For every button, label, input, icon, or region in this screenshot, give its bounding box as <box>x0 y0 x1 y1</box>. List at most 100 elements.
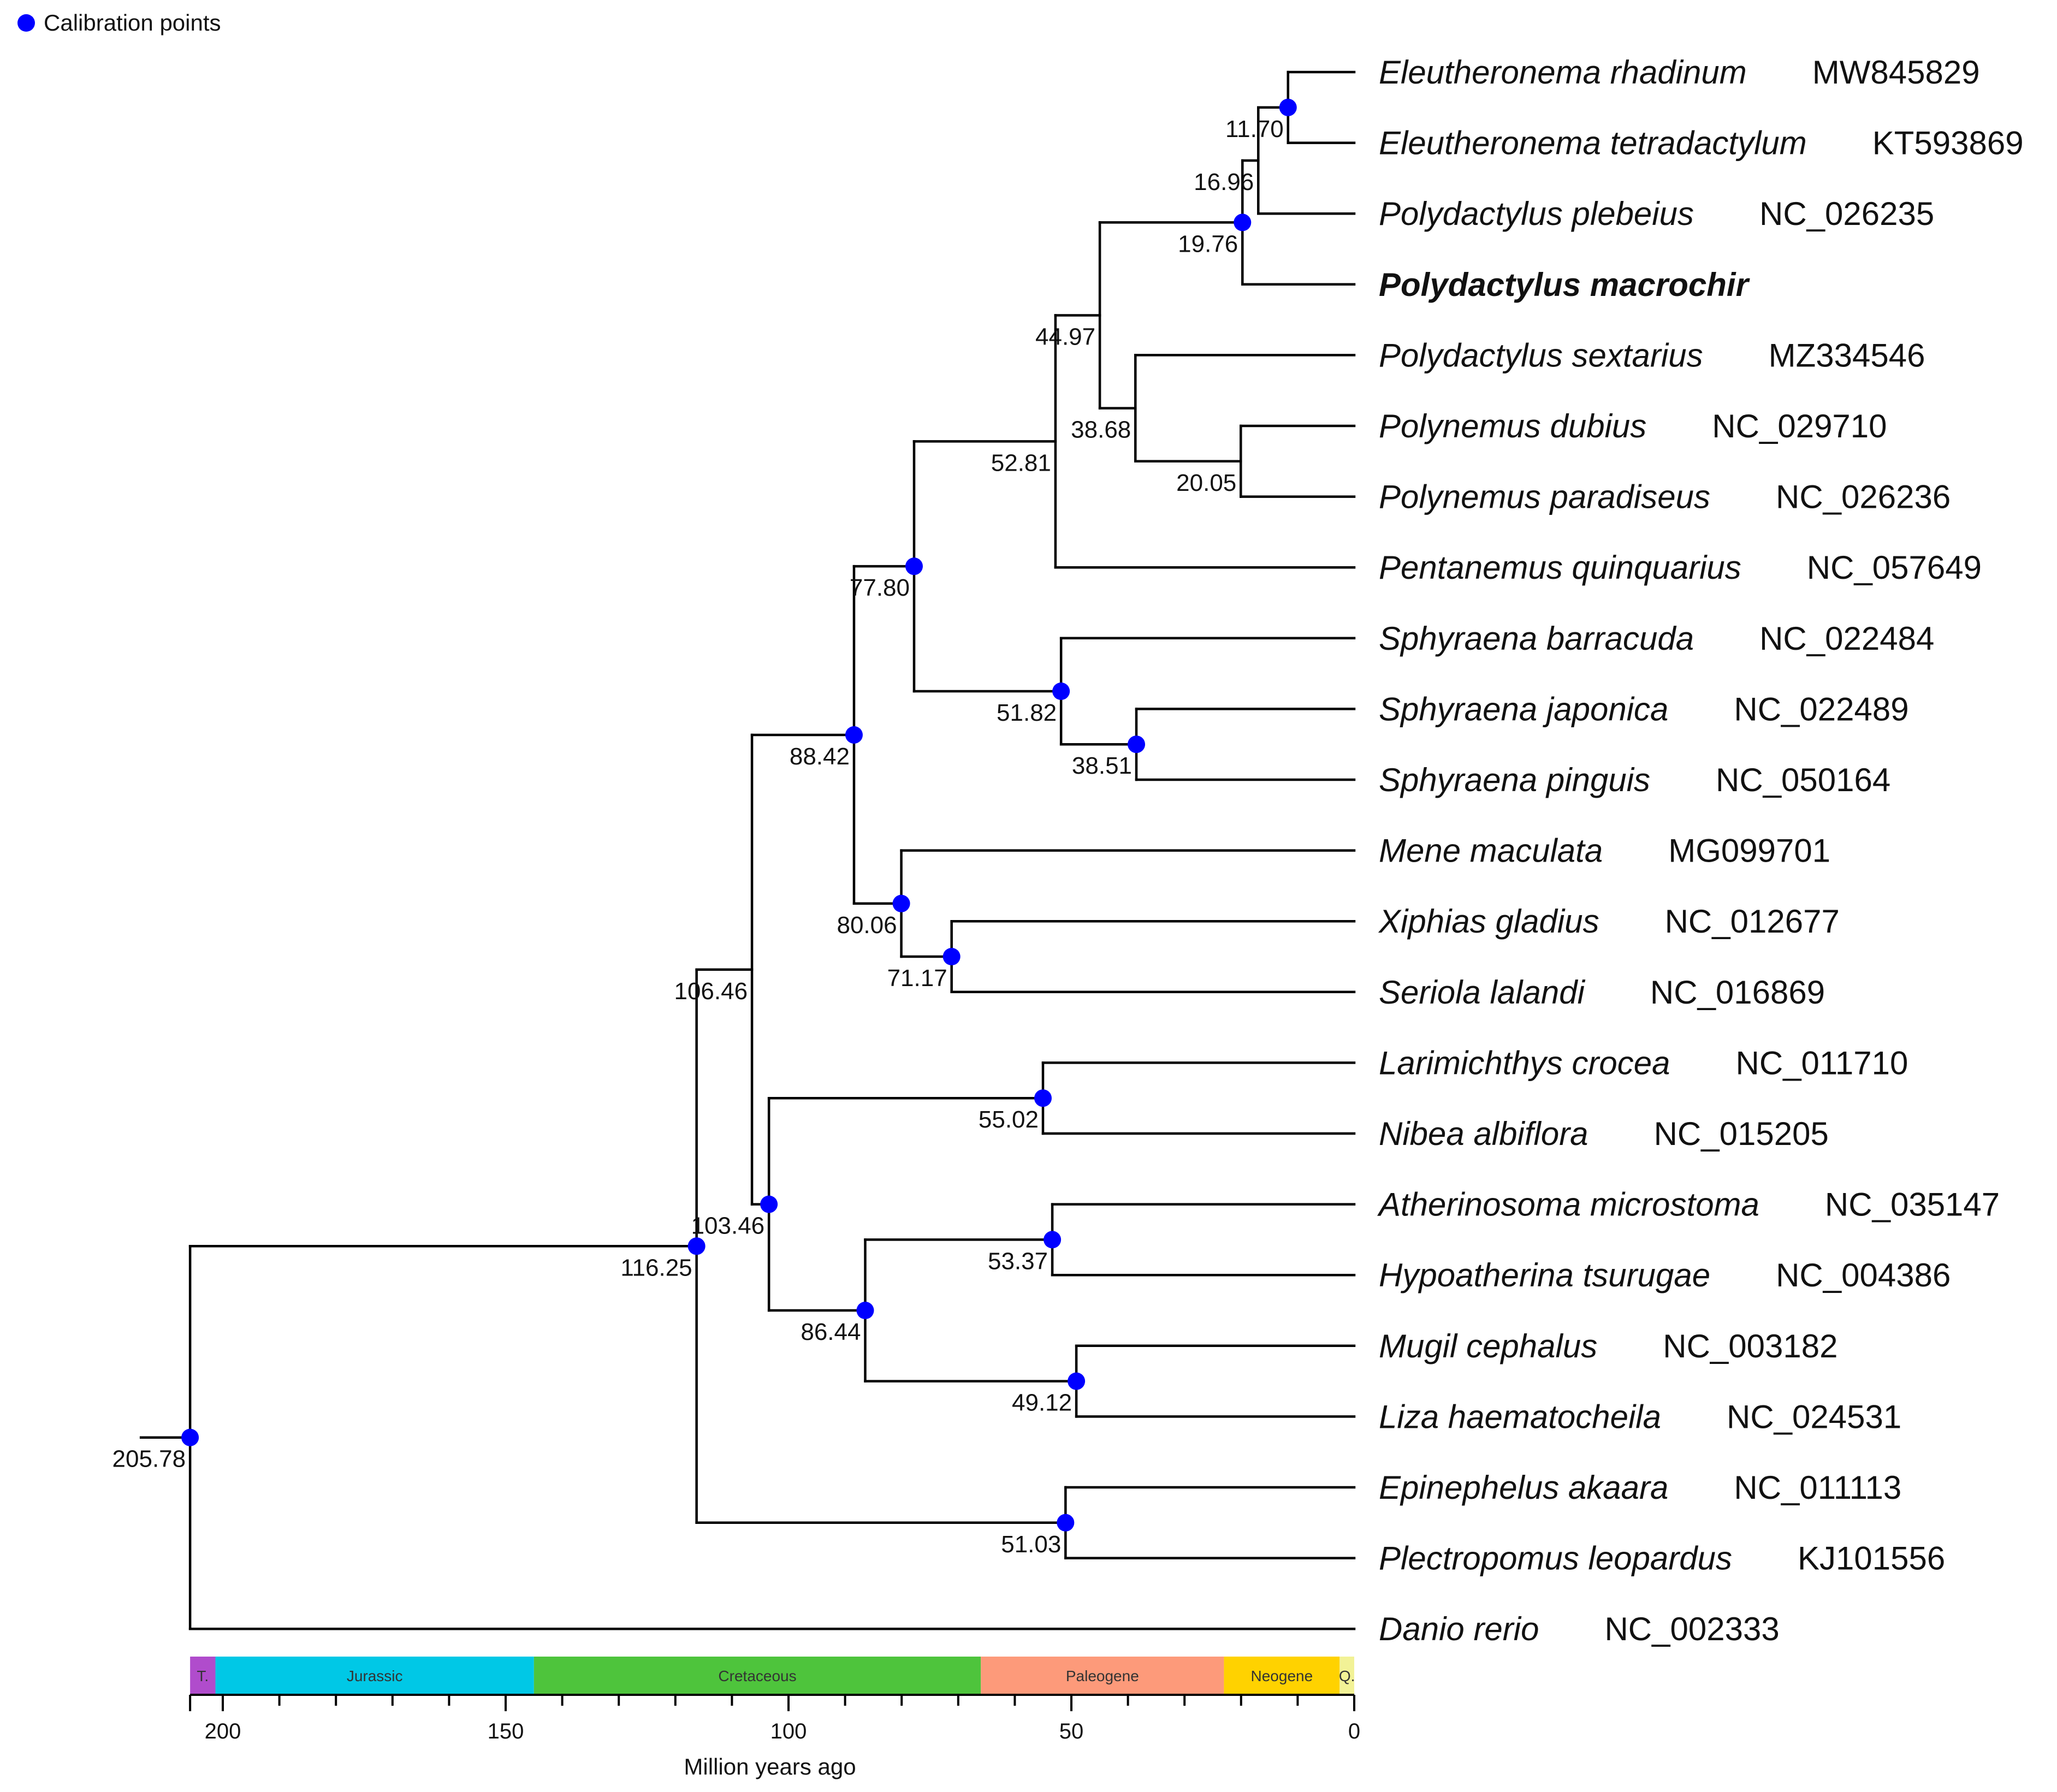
taxon-label: Plectropomus leopardus KJ101556 <box>1379 1540 1945 1577</box>
taxon-label: Polydactylus macrochir <box>1379 266 1751 303</box>
period-band <box>1339 1657 1354 1695</box>
accession-number: NC_022489 <box>1734 691 1908 727</box>
taxon-name: Epinephelus akaara <box>1379 1469 1668 1506</box>
calibration-point <box>892 894 910 912</box>
accession-number: NC_016869 <box>1650 974 1825 1011</box>
taxon-label: Liza haematocheila NC_024531 <box>1379 1398 1901 1435</box>
node-age-label: 116.25 <box>620 1254 692 1281</box>
node-age-label: 106.46 <box>674 978 748 1005</box>
taxon-labels: Eleutheronema rhadinum MW845829Eleutheron… <box>1377 54 2024 1647</box>
taxon-label: Mene maculata MG099701 <box>1379 833 1830 869</box>
geologic-timescale: T. Jurassic Cretaceous Paleogene Neogene Q. <box>190 1657 1355 1695</box>
node-age-label: 103.46 <box>691 1213 765 1239</box>
accession-number: MG099701 <box>1668 833 1830 869</box>
legend-label: Calibration points <box>44 10 221 35</box>
period-name: Paleogene <box>1066 1668 1139 1684</box>
calibration-point <box>687 1237 706 1255</box>
calibration-point <box>942 948 961 965</box>
taxon-name: Hypoatherina tsurugae <box>1379 1257 1710 1293</box>
taxon-name: Plectropomus leopardus <box>1379 1540 1732 1577</box>
calibration-point <box>1044 1231 1062 1249</box>
legend-calibration-dot <box>17 14 35 32</box>
taxon-name: Sphyraena japonica <box>1379 691 1668 727</box>
accession-number: NC_003182 <box>1663 1328 1837 1364</box>
taxon-label: Mugil cephalus NC_003182 <box>1379 1328 1837 1364</box>
axis-tick-label: 0 <box>1348 1719 1360 1743</box>
taxon-label: Epinephelus akaara NC_011113 <box>1379 1469 1901 1506</box>
accession-number: MW845829 <box>1812 54 1980 91</box>
taxon-name: Eleutheronema tetradactylum <box>1379 125 1807 162</box>
node-age-label: 20.05 <box>1176 470 1236 496</box>
calibration-point <box>905 557 923 575</box>
taxon-name: Seriola lalandi <box>1379 974 1586 1011</box>
node-age-labels: 11.70 16.96 19.76 20.05 38.68 44.97 52.81 38.51… <box>112 116 1284 1558</box>
calibration-point <box>1068 1372 1086 1390</box>
taxon-label: Sphyraena pinguis NC_050164 <box>1379 762 1890 798</box>
taxon-name: Polynemus dubius <box>1379 408 1646 444</box>
period-name: Neogene <box>1251 1668 1313 1684</box>
node-age-label: 88.42 <box>790 743 850 770</box>
accession-number: NC_035147 <box>1825 1186 2000 1223</box>
node-age-label: 71.17 <box>887 965 947 992</box>
calibration-point <box>1034 1089 1052 1107</box>
branches <box>139 70 1356 1630</box>
node-age-label: 16.96 <box>1194 169 1254 195</box>
axis-tick-label: 100 <box>770 1719 807 1743</box>
accession-number: NC_022484 <box>1759 620 1934 657</box>
node-age-label: 77.80 <box>850 574 910 601</box>
node-age-label: 52.81 <box>991 449 1051 476</box>
period-name: Jurassic <box>347 1668 403 1684</box>
taxon-label: Polynemus paradiseus NC_026236 <box>1379 479 1951 515</box>
taxon-name: Danio rerio <box>1379 1611 1539 1647</box>
taxon-label: Larimichthys crocea NC_011710 <box>1379 1045 1908 1081</box>
period-name: Q. <box>1339 1668 1355 1684</box>
period-band <box>533 1657 981 1695</box>
taxon-name: Polydactylus sextarius <box>1379 337 1703 373</box>
calibration-point <box>1234 213 1252 232</box>
calibration-point <box>181 1428 199 1446</box>
taxon-label: Xiphias gladius NC_012677 <box>1378 903 1840 940</box>
node-age-label: 19.76 <box>1178 230 1238 257</box>
accession-number: MZ334546 <box>1769 337 1925 373</box>
taxon-name: Eleutheronema rhadinum <box>1379 54 1747 91</box>
taxon-label: Polydactylus plebeius NC_026235 <box>1379 195 1934 232</box>
node-age-label: 38.51 <box>1072 752 1132 779</box>
node-age-label: 86.44 <box>801 1319 861 1345</box>
accession-number: NC_011113 <box>1734 1469 1901 1506</box>
taxon-label: Sphyraena japonica NC_022489 <box>1379 691 1909 727</box>
taxon-label: Sphyraena barracuda NC_022484 <box>1379 620 1934 657</box>
period-band <box>190 1657 216 1695</box>
taxon-name: Sphyraena pinguis <box>1379 762 1650 798</box>
node-age-label: 49.12 <box>1012 1390 1072 1416</box>
tree: 11.70 16.96 19.76 20.05 38.68 44.97 52.81 38.51… <box>112 70 1356 1630</box>
taxon-name: Larimichthys crocea <box>1379 1045 1670 1081</box>
accession-number: NC_002333 <box>1604 1611 1779 1647</box>
period-name: Cretaceous <box>718 1668 796 1684</box>
node-age-label: 51.03 <box>1001 1531 1061 1558</box>
taxon-label: Nibea albiflora NC_015205 <box>1379 1115 1829 1152</box>
time-axis: Million years ago 200 150 100 50 0 <box>189 1694 1360 1779</box>
taxon-name: Polynemus paradiseus <box>1379 479 1710 515</box>
accession-number: NC_026236 <box>1776 479 1951 515</box>
accession-number: NC_057649 <box>1807 549 1982 586</box>
calibration-point <box>760 1195 778 1213</box>
node-age-label: 51.82 <box>997 699 1057 726</box>
calibration-point <box>1279 98 1297 116</box>
node-age-label: 55.02 <box>979 1106 1039 1133</box>
node-age-label: 38.68 <box>1071 417 1131 443</box>
calibration-point <box>1128 735 1146 753</box>
accession-number: KT593869 <box>1872 125 2024 162</box>
taxon-label: Seriola lalandi NC_016869 <box>1379 974 1825 1011</box>
legend: Calibration points <box>17 10 221 35</box>
taxon-name: Mugil cephalus <box>1379 1328 1597 1364</box>
taxon-label: Polydactylus sextarius MZ334546 <box>1379 337 1925 373</box>
taxon-label: Pentanemus quinquarius NC_057649 <box>1379 549 1982 586</box>
calibration-points <box>181 98 1297 1532</box>
taxon-name: Nibea albiflora <box>1379 1115 1588 1152</box>
accession-number: NC_029710 <box>1712 408 1887 444</box>
node-age-label: 53.37 <box>988 1248 1048 1274</box>
node-age-label: 205.78 <box>112 1446 186 1473</box>
accession-number: NC_012677 <box>1665 903 1840 940</box>
taxon-name: Liza haematocheila <box>1379 1398 1661 1435</box>
